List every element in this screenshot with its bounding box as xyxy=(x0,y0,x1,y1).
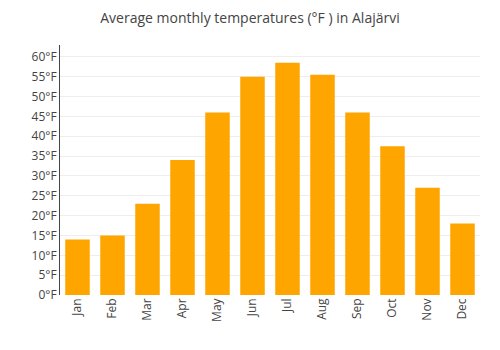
svg-text:40°F: 40°F xyxy=(32,127,57,144)
svg-text:Sep: Sep xyxy=(348,298,365,319)
svg-text:50°F: 50°F xyxy=(32,88,57,105)
svg-text:Average monthly temperatures (: Average monthly temperatures (°F ) in Al… xyxy=(100,8,399,27)
svg-text:10°F: 10°F xyxy=(32,247,57,264)
svg-text:Jul: Jul xyxy=(278,298,295,313)
svg-text:Mar: Mar xyxy=(138,298,155,320)
svg-text:0°F: 0°F xyxy=(38,286,56,303)
svg-text:Dec: Dec xyxy=(453,298,470,319)
svg-text:Oct: Oct xyxy=(383,298,400,317)
svg-text:Apr: Apr xyxy=(173,298,190,318)
svg-text:Feb: Feb xyxy=(103,298,120,318)
svg-text:35°F: 35°F xyxy=(32,147,57,164)
svg-text:Aug: Aug xyxy=(313,298,330,320)
svg-text:May: May xyxy=(208,297,225,321)
svg-text:Jun: Jun xyxy=(243,298,260,317)
svg-text:5°F: 5°F xyxy=(38,266,56,283)
svg-text:45°F: 45°F xyxy=(32,108,57,125)
svg-text:15°F: 15°F xyxy=(32,227,57,244)
svg-text:55°F: 55°F xyxy=(32,68,57,85)
svg-text:30°F: 30°F xyxy=(32,167,57,184)
svg-text:Jan: Jan xyxy=(68,298,85,316)
svg-text:60°F: 60°F xyxy=(32,48,57,65)
svg-text:25°F: 25°F xyxy=(32,187,57,204)
svg-text:20°F: 20°F xyxy=(32,207,57,224)
svg-text:Nov: Nov xyxy=(418,298,435,320)
